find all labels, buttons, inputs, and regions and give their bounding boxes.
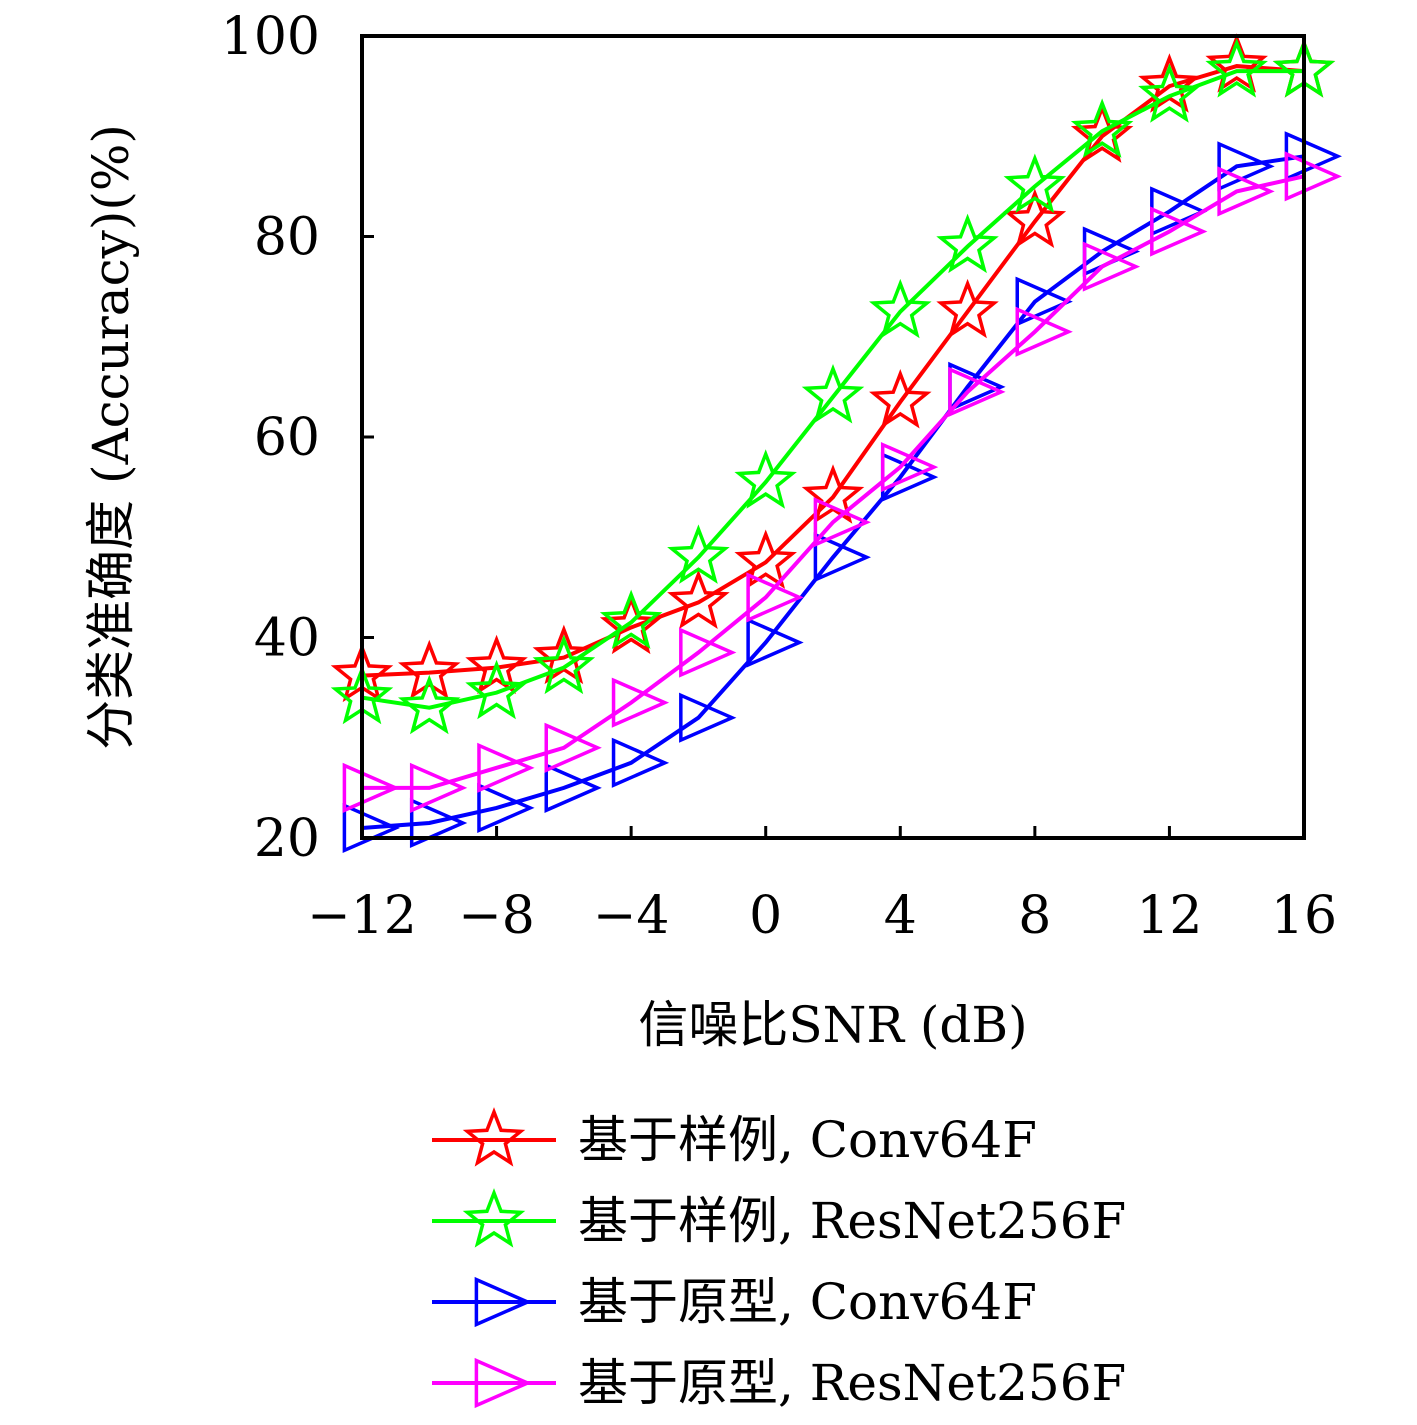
triangle-marker <box>477 742 535 793</box>
x-tick-label: 16 <box>1271 886 1337 946</box>
triangle-marker <box>1015 276 1073 327</box>
star-marker <box>667 569 730 629</box>
triangle-marker <box>746 572 804 623</box>
legend-item: 基于原型, ResNet256F <box>432 1354 1126 1412</box>
legend-item: 基于样例, Conv64F <box>432 1107 1037 1169</box>
x-tick-label: 8 <box>1018 886 1051 946</box>
triangle-marker <box>813 532 871 583</box>
x-tick-label: 4 <box>884 886 917 946</box>
legend-item: 基于样例, ResNet256F <box>432 1188 1126 1250</box>
star-marker <box>936 213 999 274</box>
triangle-marker <box>746 617 804 668</box>
y-tick-label: 20 <box>254 809 320 869</box>
triangle-marker <box>1015 306 1073 357</box>
series-line <box>362 174 1305 790</box>
star-marker <box>1003 188 1067 249</box>
star-marker <box>936 278 999 339</box>
triangle-marker <box>1217 166 1275 217</box>
star-marker <box>599 589 663 650</box>
triangle-marker <box>409 797 468 849</box>
series-2 <box>342 131 1342 854</box>
star-marker <box>1138 63 1201 123</box>
star-marker <box>1003 153 1067 213</box>
triangle-marker <box>409 762 468 813</box>
triangle-marker <box>1150 206 1208 257</box>
series-layer <box>330 33 1342 854</box>
star-marker <box>398 674 461 735</box>
x-tick-label: −12 <box>307 886 417 946</box>
series-1 <box>330 38 1336 735</box>
star-marker <box>1205 38 1268 98</box>
star-marker <box>734 529 797 589</box>
legend-label: 基于原型, ResNet256F <box>578 1354 1126 1412</box>
triangle-marker <box>544 762 602 813</box>
x-tick-label: −4 <box>593 886 670 946</box>
triangle-marker <box>611 737 670 788</box>
star-marker <box>398 639 461 700</box>
triangle-marker <box>1217 141 1275 192</box>
triangle-marker <box>880 441 939 493</box>
legend-swatch-marker <box>474 1357 532 1409</box>
series-3 <box>342 151 1342 813</box>
series-line <box>361 69 1304 710</box>
x-tick-label: 12 <box>1136 886 1202 946</box>
star-marker <box>869 369 932 429</box>
star-marker <box>734 449 797 509</box>
legend-label: 基于原型, Conv64F <box>578 1273 1037 1331</box>
triangle-marker <box>948 366 1006 417</box>
x-tick-label: 0 <box>749 886 782 946</box>
legend-item: 基于原型, Conv64F <box>432 1273 1037 1331</box>
legend: 基于样例, Conv64F 基于样例, ResNet256F 基于原型, Conv6… <box>432 1107 1126 1412</box>
star-marker <box>465 634 528 695</box>
y-tick-label: 80 <box>254 208 320 268</box>
y-tick-label: 40 <box>254 609 320 669</box>
star-marker <box>869 278 932 339</box>
star-marker <box>1070 98 1134 158</box>
x-axis-title: 信噪比SNR (dB) <box>638 996 1027 1054</box>
triangle-marker <box>1082 241 1141 292</box>
legend-swatch-marker <box>462 1188 526 1248</box>
series-line <box>361 154 1305 830</box>
x-tick-label: −8 <box>458 886 535 946</box>
legend-label: 基于样例, Conv64F <box>578 1111 1037 1169</box>
legend-label: 基于样例, ResNet256F <box>578 1192 1126 1250</box>
legend-swatch-marker <box>462 1107 526 1167</box>
star-marker <box>1205 33 1268 93</box>
star-marker <box>532 634 596 695</box>
y-tick-label: 100 <box>221 7 320 67</box>
triangle-marker <box>679 692 737 743</box>
star-marker <box>801 364 865 424</box>
star-marker <box>667 524 730 584</box>
triangle-marker <box>679 627 737 678</box>
star-marker <box>465 659 528 720</box>
triangle-marker <box>813 497 871 548</box>
ticks-layer: −12 −8 −4 0 4 8 12 16 20 40 60 80 100 <box>221 7 1337 946</box>
y-axis-title: 分类准确度 (Accuracy)(%) <box>82 124 140 750</box>
triangle-marker <box>342 762 400 813</box>
triangle-marker <box>1284 151 1342 202</box>
legend-swatch-marker <box>474 1276 532 1328</box>
plot-frame <box>360 34 1306 840</box>
triangle-marker <box>477 782 535 834</box>
triangle-marker <box>544 722 602 773</box>
triangle-marker <box>611 677 670 728</box>
y-tick-label: 60 <box>254 408 320 468</box>
